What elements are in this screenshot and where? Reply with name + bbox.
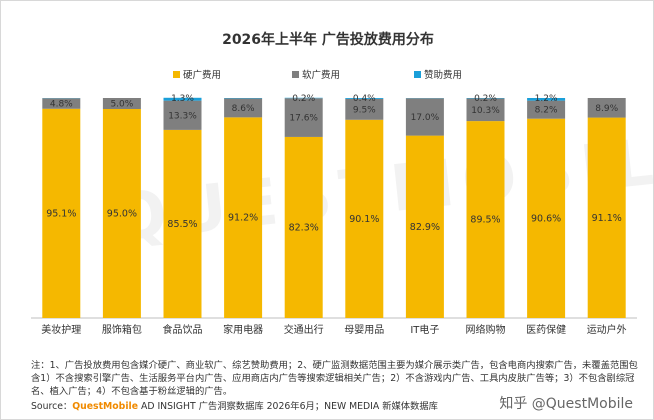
value-label-hard-8: 90.6% bbox=[531, 213, 561, 224]
bar-segment-0-0 bbox=[42, 108, 81, 318]
bar-segment-0-3 bbox=[224, 117, 263, 318]
value-label-soft-2: 13.3% bbox=[168, 111, 197, 121]
value-label-hard-0: 95.1% bbox=[46, 208, 76, 219]
value-label-hard-1: 95.0% bbox=[107, 209, 137, 220]
value-label-soft-3: 8.6% bbox=[232, 104, 255, 114]
category-label-7: 网络购物 bbox=[466, 323, 506, 336]
value-label-soft-4: 17.6% bbox=[289, 114, 318, 124]
value-label-hard-9: 91.1% bbox=[592, 213, 622, 224]
legend-label-hard: 硬广费用 bbox=[183, 70, 222, 81]
legend-label-soft: 软广费用 bbox=[302, 70, 341, 81]
value-label-hard-2: 85.5% bbox=[167, 219, 197, 230]
legend-swatch-soft bbox=[292, 70, 299, 78]
legend-label-sponsor: 赞助费用 bbox=[424, 70, 463, 81]
value-label-soft-1: 5.0% bbox=[110, 100, 133, 110]
value-label-sponsor-8: 1.2% bbox=[535, 94, 558, 104]
bar-segment-1-6 bbox=[405, 98, 444, 136]
legend: 硬广费用 软广费用 赞助费用 bbox=[1, 67, 653, 81]
value-label-hard-5: 90.1% bbox=[349, 214, 379, 225]
legend-swatch-hard bbox=[173, 70, 180, 78]
category-label-9: 运动户外 bbox=[587, 323, 627, 336]
zhihu-watermark: 知乎 @QuestMobile bbox=[497, 393, 635, 413]
value-label-soft-8: 8.2% bbox=[535, 106, 558, 116]
value-label-soft-6: 17.0% bbox=[411, 113, 440, 123]
source-rest: AD INSIGHT 广告洞察数据库 2026年6月；NEW MEDIA 新媒体… bbox=[138, 401, 438, 412]
bar-segment-1-3 bbox=[224, 98, 263, 118]
category-label-5: 母婴用品 bbox=[344, 324, 384, 336]
bar-segment-1-4 bbox=[284, 98, 323, 137]
footnote: 注：1、广告投放费用包含媒介硬广、商业软广、综艺赞助费用；2、硬广监测数据范围主… bbox=[31, 360, 638, 397]
source-prefix: Source： bbox=[31, 401, 73, 412]
bar-segment-1-8 bbox=[527, 100, 566, 119]
bar-segment-0-2 bbox=[163, 129, 202, 318]
bar-segment-1-2 bbox=[163, 100, 202, 130]
category-label-0: 美妆护理 bbox=[41, 323, 81, 336]
value-label-sponsor-7: 0.2% bbox=[474, 94, 497, 104]
value-label-soft-0: 4.8% bbox=[50, 100, 73, 110]
legend-swatch-sponsor bbox=[414, 70, 421, 78]
bar-segment-2-8 bbox=[527, 98, 566, 101]
value-label-sponsor-5: 0.4% bbox=[353, 94, 376, 104]
legend-item-sponsor: 赞助费用 bbox=[414, 67, 462, 81]
value-label-soft-9: 8.9% bbox=[595, 104, 618, 114]
bar-segment-0-9 bbox=[587, 117, 626, 318]
bar-segment-1-7 bbox=[466, 98, 505, 122]
category-label-6: IT电子 bbox=[410, 323, 439, 336]
chart-title: 2026年上半年 广告投放费用分布 bbox=[222, 32, 434, 48]
bar-segment-1-5 bbox=[345, 98, 384, 120]
value-label-soft-5: 9.5% bbox=[353, 105, 376, 115]
bar-segment-1-1 bbox=[102, 98, 141, 109]
legend-item-hard: 硬广费用 bbox=[173, 67, 221, 81]
bar-segment-0-6 bbox=[405, 135, 444, 318]
value-label-hard-3: 91.2% bbox=[228, 213, 258, 224]
category-label-1: 服饰箱包 bbox=[102, 323, 142, 336]
category-label-2: 食品饮品 bbox=[163, 323, 203, 336]
source-line: Source：QuestMobile AD INSIGHT 广告洞察数据库 20… bbox=[31, 398, 511, 412]
legend-item-soft: 软广费用 bbox=[292, 67, 340, 81]
bar-segment-1-0 bbox=[42, 98, 81, 109]
bar-segment-2-5 bbox=[345, 98, 384, 99]
category-label-3: 家用电器 bbox=[223, 323, 263, 336]
bar-segment-0-8 bbox=[527, 118, 566, 319]
value-label-hard-4: 82.3% bbox=[289, 222, 319, 233]
category-label-4: 交通出行 bbox=[284, 323, 324, 336]
value-label-sponsor-4: 0.2% bbox=[292, 94, 315, 104]
bar-segment-0-4 bbox=[284, 136, 323, 318]
category-label-8: 医药保健 bbox=[526, 323, 566, 336]
bar-segment-0-5 bbox=[345, 119, 384, 318]
bar-segment-1-9 bbox=[587, 98, 626, 118]
bar-segment-0-7 bbox=[466, 121, 505, 318]
value-label-sponsor-2: 1.3% bbox=[171, 94, 194, 104]
bar-segment-0-1 bbox=[102, 109, 141, 318]
value-label-soft-7: 10.3% bbox=[471, 106, 500, 116]
value-label-hard-6: 82.9% bbox=[410, 222, 440, 233]
source-brand: QuestMobile bbox=[72, 401, 139, 412]
value-label-hard-7: 89.5% bbox=[470, 215, 500, 226]
bar-segment-2-2 bbox=[163, 97, 202, 101]
